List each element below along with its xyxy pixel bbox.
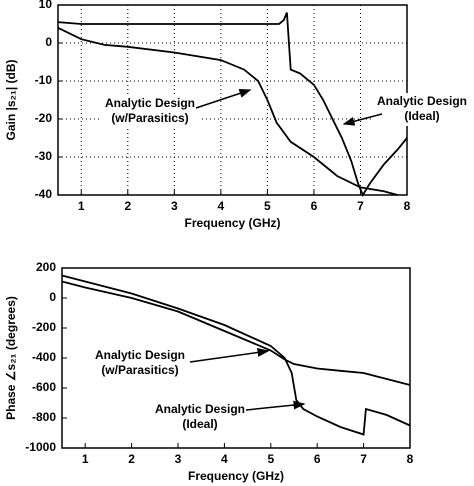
y-tick-label: -800 [32,410,56,424]
annotation: Analytic Design [377,94,467,108]
y-tick-label: -40 [35,187,53,201]
x-tick-label: 7 [360,452,367,466]
annotation-bg [100,95,200,128]
plot-frame [61,267,411,449]
x-tick-label: 1 [78,199,85,213]
x-tick-label: 5 [264,199,271,213]
x-tick-label: 6 [314,452,321,466]
y-axis-title: Gain |s₂₁| (dB) [4,59,18,140]
x-tick-label: 2 [128,452,135,466]
x-tick-label: 1 [82,452,89,466]
x-tick-label: 6 [311,199,318,213]
annotation: Analytic Design [155,402,245,416]
y-tick-label: 10 [39,0,53,11]
x-tick-label: 5 [267,452,274,466]
x-tick-label: 2 [124,199,131,213]
annotation: Analytic Design [95,348,185,362]
y-tick-label: -1000 [25,440,56,454]
annotation: (w/Parasitics) [101,363,178,377]
annotation-arrow [189,348,270,363]
annotation-arrow [342,113,383,126]
x-axis-title: Frequency (GHz) [184,216,280,230]
y-tick-label: -30 [35,149,53,163]
annotation: Analytic Design [105,96,195,110]
x-tick-label: 4 [221,452,228,466]
annotation: (Ideal) [182,417,217,431]
y-tick-label: -600 [32,380,56,394]
y-tick-label: -20 [35,111,53,125]
y-tick-label: -200 [32,320,56,334]
y-tick-label: -400 [32,350,56,364]
series-line [61,274,411,436]
x-tick-label: 7 [357,199,364,213]
x-tick-label: 3 [175,452,182,466]
y-axis-title: Phase ∠s₂₁ (degrees) [4,296,18,420]
annotation-arrow [195,89,252,109]
y-tick-label: 0 [49,290,56,304]
series-line [57,26,398,196]
annotation: (Ideal) [404,109,439,123]
y-tick-label: 200 [36,260,56,274]
x-axis-title: Frequency (GHz) [188,469,284,483]
y-tick-label: 0 [45,35,52,49]
x-tick-label: 8 [404,199,411,213]
x-tick-label: 8 [407,452,414,466]
series-line [57,12,408,197]
annotation-bg [372,93,472,126]
annotation-bg [90,347,190,380]
annotation: (w/Parasitics) [111,111,188,125]
annotation-bg [150,401,250,434]
x-tick-label: 4 [218,199,225,213]
x-tick-label: 3 [171,199,178,213]
y-tick-label: -10 [35,73,53,87]
annotation-arrow [245,400,306,411]
